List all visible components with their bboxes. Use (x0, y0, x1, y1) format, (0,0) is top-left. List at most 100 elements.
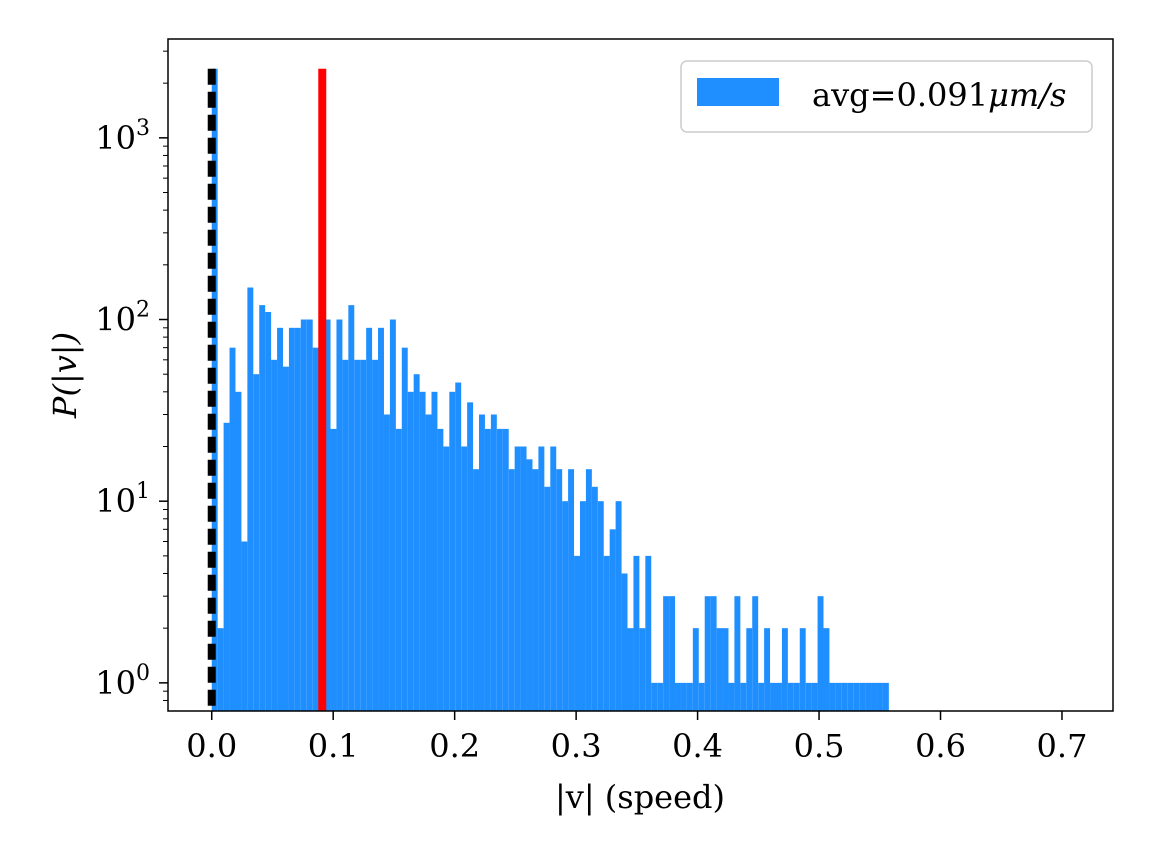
x-axis-ticks: 0.0 0.1 0.2 0.3 0.4 0.5 0.6 0.7 (186, 711, 1087, 765)
x-tick-label: 0.2 (429, 727, 480, 765)
histogram-bar (882, 682, 889, 711)
histogram-bar (443, 446, 450, 711)
histogram-bar (817, 596, 824, 711)
histogram-bar (378, 327, 384, 711)
y-tick-label: 102 (95, 298, 150, 339)
histogram-bar (799, 628, 806, 711)
axes-frame (167, 38, 1114, 712)
histogram-bar (758, 682, 765, 711)
histogram-bar (508, 469, 515, 711)
histogram-bar (395, 428, 402, 711)
histogram-bar (342, 359, 349, 711)
histogram-bar (841, 682, 848, 711)
histogram-bar (722, 628, 729, 711)
histogram-bar (455, 382, 462, 711)
histogram-bar (544, 486, 551, 711)
histogram-bar (657, 682, 664, 711)
y-axis-label: P(|v|) (46, 332, 84, 419)
histogram-bar (680, 682, 687, 711)
histogram-bar (752, 596, 759, 711)
histogram-bar (502, 428, 509, 711)
histogram-bar (597, 501, 604, 711)
histogram-bar (401, 347, 408, 711)
histogram-bar (253, 374, 260, 711)
histogram-bar (461, 446, 468, 711)
x-tick-label: 0.3 (551, 727, 602, 765)
legend-box (680, 60, 1093, 133)
histogram-bar (728, 682, 735, 711)
histogram-bar (675, 682, 681, 711)
histogram-bar (627, 628, 634, 711)
histogram-bar (223, 422, 230, 711)
y-tick-label: 101 (95, 479, 150, 520)
histogram-bar (645, 555, 652, 711)
histogram-bar (609, 529, 616, 711)
histogram-bar (865, 682, 872, 711)
histogram-bar (312, 347, 319, 711)
histogram-bar (663, 596, 670, 711)
histogram-bar (793, 682, 800, 711)
histogram-bar (300, 319, 307, 711)
histogram-bar (770, 682, 776, 711)
histogram-bar (437, 428, 444, 711)
histogram-bar (775, 682, 782, 711)
y-axis-ticks: 100 101 102 103 (95, 50, 168, 702)
legend-entry: avg=0.091μm/s (812, 76, 1066, 114)
histogram-bar (271, 359, 278, 711)
histogram-bar (591, 486, 598, 711)
legend-entry-unit: μm/s (988, 76, 1066, 114)
histogram-bar (383, 414, 390, 711)
histogram-bar (532, 469, 539, 711)
histogram-bar (366, 327, 373, 711)
histogram-bar (526, 459, 533, 711)
histogram-bar (651, 682, 658, 711)
histogram-bar (764, 628, 771, 711)
histogram-bar (277, 327, 284, 711)
x-axis-label: |v| (speed) (555, 778, 725, 816)
histogram-bar (716, 628, 723, 711)
legend-swatch (697, 78, 779, 106)
histogram-bar (479, 414, 485, 711)
histogram-bar (235, 391, 242, 711)
histogram-bar (811, 682, 818, 711)
histogram-bar (710, 596, 717, 711)
histogram-bar (229, 347, 236, 711)
x-tick-label: 0.4 (672, 727, 723, 765)
histogram-bars (211, 68, 889, 711)
histogram-bar (621, 573, 628, 711)
histogram-bar (330, 428, 337, 711)
histogram-bar (431, 391, 438, 711)
histogram-bar (372, 359, 379, 711)
histogram-bar (348, 305, 355, 711)
histogram-bar (568, 469, 575, 711)
histogram-bar (324, 319, 331, 711)
histogram-bar (283, 366, 289, 711)
histogram-bar (467, 402, 474, 711)
histogram-bar (669, 596, 676, 711)
histogram-bar (490, 414, 497, 711)
histogram-bar (704, 596, 711, 711)
y-tick-label: 103 (95, 116, 150, 157)
histogram-bar (294, 327, 301, 711)
histogram-bar (306, 319, 313, 711)
histogram-bar (579, 501, 586, 711)
histogram-bar (615, 501, 622, 711)
histogram-bar (698, 682, 705, 711)
histogram-bar (692, 628, 699, 711)
histogram-bar (473, 469, 480, 711)
histogram-bar (550, 446, 557, 711)
histogram-bar (354, 359, 361, 711)
histogram-bar (574, 555, 580, 711)
histogram-bar (520, 446, 527, 711)
histogram-bar (835, 682, 842, 711)
histogram-bar (686, 682, 693, 711)
legend: avg=0.091μm/s (680, 60, 1093, 133)
x-tick-label: 0.5 (794, 727, 845, 765)
histogram-bar (247, 287, 254, 711)
histogram-bar (805, 682, 812, 711)
x-tick-label: 0.1 (308, 727, 359, 765)
histogram-bar (853, 682, 860, 711)
histogram-bar (871, 682, 877, 711)
